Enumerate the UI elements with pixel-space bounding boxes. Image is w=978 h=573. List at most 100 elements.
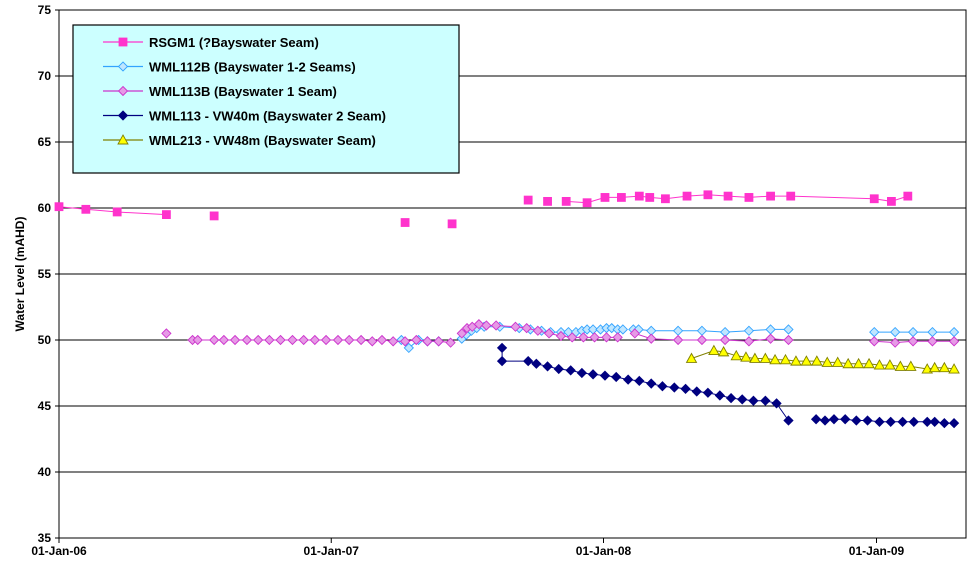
data-point — [433, 336, 444, 347]
data-point — [869, 336, 880, 347]
series-3 — [161, 319, 960, 348]
data-point — [218, 334, 229, 346]
data-point — [939, 418, 950, 429]
data-point — [851, 415, 862, 426]
data-point — [344, 334, 355, 346]
data-point — [672, 334, 684, 346]
legend-label: WML213 - VW48m (Bayswater Seam) — [149, 133, 376, 148]
data-point — [543, 196, 552, 206]
y-tick-label: 65 — [38, 135, 52, 149]
data-point — [811, 355, 823, 366]
data-point — [600, 193, 610, 202]
legend-label: WML112B (Bayswater 1-2 Seams) — [149, 60, 356, 75]
data-point — [948, 363, 960, 374]
gridlines — [59, 75, 966, 473]
data-point — [760, 395, 771, 406]
data-point — [800, 355, 813, 366]
y-tick-label: 50 — [38, 333, 52, 347]
data-point — [447, 219, 457, 229]
data-point — [719, 334, 731, 346]
y-tick-label: 75 — [38, 3, 52, 17]
data-point — [938, 361, 951, 373]
data-point — [748, 395, 759, 406]
data-point — [771, 398, 782, 409]
data-point — [810, 414, 822, 425]
data-point — [685, 352, 698, 363]
legend-label: WML113B (Bayswater 1 Seam) — [149, 84, 337, 99]
data-point — [907, 336, 919, 347]
data-point — [744, 193, 754, 202]
y-tick-label: 45 — [38, 399, 52, 413]
data-point — [332, 334, 344, 346]
data-point — [749, 352, 761, 363]
series-5 — [685, 344, 960, 374]
data-point — [510, 321, 521, 332]
data-point — [821, 356, 834, 367]
data-point — [743, 325, 755, 336]
data-point — [209, 334, 220, 346]
y-tick-label: 70 — [38, 69, 52, 83]
data-point — [863, 357, 875, 369]
data-point — [948, 336, 960, 347]
data-point — [702, 387, 714, 398]
data-point — [680, 383, 691, 394]
y-tick-label: 40 — [38, 465, 52, 479]
data-point — [852, 357, 865, 369]
data-point — [657, 381, 668, 392]
series-1 — [54, 190, 913, 229]
data-point — [929, 416, 940, 427]
data-point — [646, 378, 657, 389]
axes: 35 40 45 50 55 60 65 70 75 01-Jan-06 01-Jan-07 01-J… — [13, 3, 904, 558]
data-point — [828, 414, 840, 425]
data-point — [376, 334, 388, 346]
data-point — [682, 191, 692, 201]
data-point — [355, 334, 367, 346]
data-point — [766, 191, 775, 201]
data-point — [241, 334, 253, 346]
data-point — [403, 342, 414, 354]
data-point — [922, 416, 933, 427]
legend-marker — [118, 37, 128, 47]
data-point — [928, 361, 941, 373]
data-point — [287, 334, 298, 346]
data-point — [253, 334, 264, 346]
x-tick-label: 01-Jan-07 — [304, 544, 360, 558]
data-point — [696, 334, 708, 346]
data-point — [646, 333, 657, 344]
data-point — [905, 360, 917, 371]
data-point — [553, 363, 564, 375]
data-point — [786, 191, 796, 201]
data-point — [897, 416, 908, 427]
data-point — [783, 334, 794, 346]
data-point — [112, 207, 122, 217]
legend-marker — [117, 110, 129, 121]
data-point — [890, 326, 901, 338]
data-point — [542, 361, 553, 372]
data-point — [473, 319, 485, 330]
data-point — [869, 194, 879, 204]
data-point — [903, 191, 913, 201]
data-point — [769, 353, 781, 365]
data-point — [599, 370, 611, 381]
data-point — [927, 336, 938, 347]
data-point — [399, 336, 411, 347]
data-point — [842, 357, 854, 369]
data-point — [54, 202, 64, 212]
legend-label: WML113 - VW40m (Bayswater 2 Seam) — [149, 109, 386, 124]
data-point — [411, 334, 422, 346]
data-point — [783, 324, 794, 335]
series-line — [566, 194, 908, 204]
data-point — [543, 328, 555, 339]
data-point — [565, 365, 576, 376]
x-tick-label: 01-Jan-06 — [31, 544, 87, 558]
data-point — [790, 355, 802, 366]
data-point — [887, 196, 896, 206]
data-point — [819, 415, 831, 426]
data-point — [765, 333, 776, 344]
series-line — [58, 206, 167, 216]
data-point — [634, 375, 645, 387]
y-tick-label: 35 — [38, 531, 52, 545]
data-point — [661, 194, 670, 204]
data-point — [496, 342, 508, 354]
x-tick-label: 01-Jan-08 — [576, 544, 632, 558]
